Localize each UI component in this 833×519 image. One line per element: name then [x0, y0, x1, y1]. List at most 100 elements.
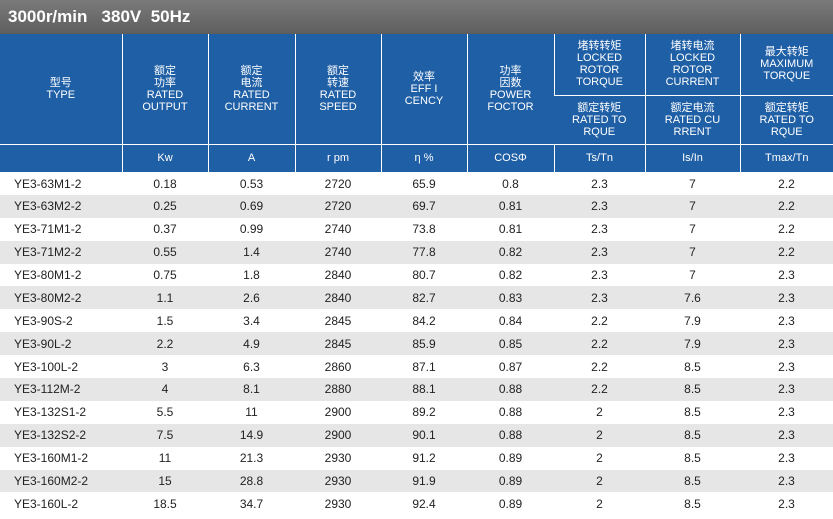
cell-type: YE3-80M2-2	[0, 286, 122, 310]
cell-rated-output: 0.25	[122, 194, 208, 218]
cell-rated-current: 0.99	[208, 217, 295, 241]
cell-max-torque-ratio: 2.2	[740, 217, 833, 241]
cell-rated-current: 0.53	[208, 172, 295, 195]
cell-power-factor: 0.88	[467, 378, 554, 401]
cell-power-factor: 0.89	[467, 469, 554, 493]
cell-rated-output: 7.5	[122, 423, 208, 447]
header-power-factor: 功率 因数 POWER FOCTOR	[466, 34, 554, 145]
cell-rated-speed: 2740	[295, 240, 381, 264]
cell-rated-current: 0.69	[208, 194, 295, 218]
cell-locked-current-ratio: 8.5	[645, 423, 740, 447]
cell-locked-current-ratio: 8.5	[645, 378, 740, 401]
cell-efficiency: 84.2	[381, 309, 467, 333]
cell-type: YE3-160L-2	[0, 492, 122, 516]
cell-max-torque-ratio: 2.2	[740, 240, 833, 264]
unit-output: Kw	[121, 144, 208, 173]
cell-efficiency: 92.4	[381, 492, 467, 516]
cell-efficiency: 69.7	[381, 194, 467, 218]
cell-efficiency: 82.7	[381, 286, 467, 310]
cell-locked-torque-ratio: 2.2	[554, 378, 645, 401]
cell-efficiency: 73.8	[381, 217, 467, 241]
cell-rated-current: 21.3	[208, 446, 295, 470]
cell-power-factor: 0.88	[467, 423, 554, 447]
cell-max-torque-ratio: 2.2	[740, 172, 833, 195]
cell-rated-current: 6.3	[208, 355, 295, 379]
header-locked-rotor-current: 堵转电流 LOCKED ROTOR CURRENT	[644, 34, 740, 96]
table-row: YE3-160M2-2 15 28.8 2930 91.9 0.89 2 8.5 2.3	[0, 469, 833, 493]
table-title: 3000r/min 380V 50Hz	[0, 0, 833, 34]
cell-max-torque-ratio: 2.3	[740, 355, 833, 379]
cell-rated-output: 5.5	[122, 400, 208, 424]
cell-rated-current: 1.8	[208, 263, 295, 287]
header-type: 型号 TYPE	[0, 34, 122, 145]
cell-rated-current: 1.4	[208, 240, 295, 264]
header-max-torque-rated: 额定转矩 RATED TO RQUE	[739, 95, 833, 145]
cell-locked-torque-ratio: 2	[554, 423, 645, 447]
table-row: YE3-132S1-2 5.5 11 2900 89.2 0.88 2 8.5 2.3	[0, 400, 833, 424]
cell-locked-torque-ratio: 2.3	[554, 217, 645, 241]
cell-rated-speed: 2845	[295, 309, 381, 333]
cell-locked-torque-ratio: 2.3	[554, 286, 645, 310]
cell-max-torque-ratio: 2.3	[740, 286, 833, 310]
cell-max-torque-ratio: 2.3	[740, 309, 833, 333]
cell-locked-current-ratio: 8.5	[645, 446, 740, 470]
cell-max-torque-ratio: 2.3	[740, 378, 833, 401]
cell-locked-torque-ratio: 2.2	[554, 332, 645, 356]
cell-locked-current-ratio: 8.5	[645, 469, 740, 493]
cell-efficiency: 85.9	[381, 332, 467, 356]
cell-efficiency: 87.1	[381, 355, 467, 379]
cell-rated-speed: 2845	[295, 332, 381, 356]
cell-rated-speed: 2930	[295, 469, 381, 493]
cell-rated-speed: 2860	[295, 355, 381, 379]
cell-rated-output: 0.75	[122, 263, 208, 287]
table-row: YE3-160L-2 18.5 34.7 2930 92.4 0.89 2 8.5 2.3	[0, 492, 833, 516]
cell-rated-output: 0.37	[122, 217, 208, 241]
cell-locked-current-ratio: 7	[645, 172, 740, 195]
cell-locked-current-ratio: 7.9	[645, 309, 740, 333]
cell-type: YE3-63M2-2	[0, 194, 122, 218]
cell-rated-output: 0.18	[122, 172, 208, 195]
header-locked-rotor-torque: 堵转转矩 LOCKED ROTOR TORQUE	[553, 34, 645, 96]
cell-rated-speed: 2930	[295, 492, 381, 516]
cell-power-factor: 0.85	[467, 332, 554, 356]
cell-rated-speed: 2900	[295, 423, 381, 447]
cell-max-torque-ratio: 2.3	[740, 492, 833, 516]
cell-locked-current-ratio: 8.5	[645, 492, 740, 516]
cell-efficiency: 91.2	[381, 446, 467, 470]
unit-current: A	[207, 144, 295, 173]
cell-type: YE3-90S-2	[0, 309, 122, 333]
unit-speed: r pm	[294, 144, 381, 173]
unit-efficiency: η %	[380, 144, 467, 173]
table-row: YE3-132S2-2 7.5 14.9 2900 90.1 0.88 2 8.5 2.3	[0, 423, 833, 447]
cell-locked-torque-ratio: 2.2	[554, 309, 645, 333]
cell-power-factor: 0.81	[467, 217, 554, 241]
unit-locked-current: Is/In	[644, 144, 740, 173]
cell-power-factor: 0.89	[467, 446, 554, 470]
unit-max-torque: Tmax/Tn	[739, 144, 833, 173]
cell-locked-torque-ratio: 2.2	[554, 355, 645, 379]
table-body: YE3-63M1-2 0.18 0.53 2720 65.9 0.8 2.3 7 2.2 YE3-…	[0, 172, 833, 516]
cell-rated-current: 2.6	[208, 286, 295, 310]
cell-rated-output: 2.2	[122, 332, 208, 356]
cell-rated-output: 15	[122, 469, 208, 493]
table-row: YE3-63M2-2 0.25 0.69 2720 69.7 0.81 2.3 7 2.2	[0, 194, 833, 218]
table-row: YE3-80M1-2 0.75 1.8 2840 80.7 0.82 2.3 7 2.3	[0, 263, 833, 287]
cell-rated-speed: 2900	[295, 400, 381, 424]
cell-locked-torque-ratio: 2.3	[554, 263, 645, 287]
cell-rated-current: 14.9	[208, 423, 295, 447]
table-row: YE3-90S-2 1.5 3.4 2845 84.2 0.84 2.2 7.9 2.3	[0, 309, 833, 333]
cell-rated-output: 1.1	[122, 286, 208, 310]
cell-rated-speed: 2880	[295, 378, 381, 401]
cell-efficiency: 80.7	[381, 263, 467, 287]
cell-rated-speed: 2720	[295, 172, 381, 195]
cell-power-factor: 0.83	[467, 286, 554, 310]
cell-max-torque-ratio: 2.3	[740, 400, 833, 424]
cell-type: YE3-90L-2	[0, 332, 122, 356]
cell-rated-output: 4	[122, 378, 208, 401]
cell-type: YE3-63M1-2	[0, 172, 122, 195]
cell-rated-speed: 2930	[295, 446, 381, 470]
cell-locked-current-ratio: 7	[645, 240, 740, 264]
cell-locked-current-ratio: 7	[645, 194, 740, 218]
cell-locked-torque-ratio: 2	[554, 446, 645, 470]
cell-rated-output: 11	[122, 446, 208, 470]
